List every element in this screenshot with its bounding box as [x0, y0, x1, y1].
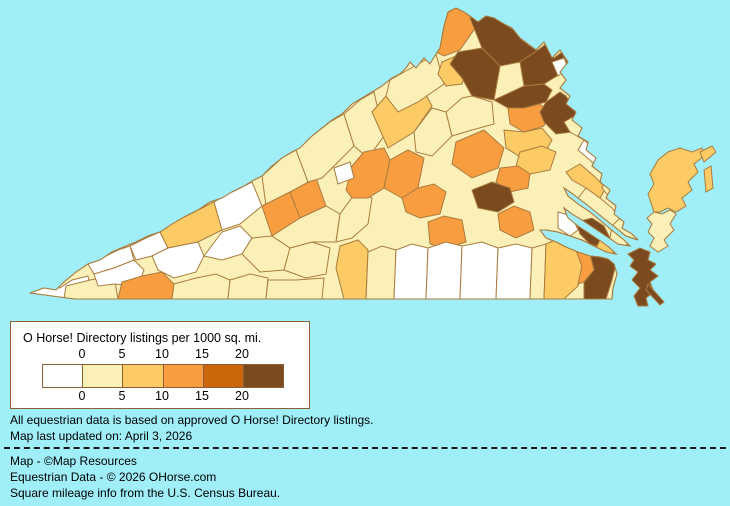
county-shape: [227, 273, 269, 299]
legend-tick-label: 20: [235, 389, 249, 403]
legend-ramp-cell: [203, 365, 244, 387]
legend-tick-label: 15: [195, 389, 209, 403]
county-shape: [459, 241, 499, 299]
county-shape: [427, 215, 467, 249]
legend-ticks-top: 0 5 10 15 20: [11, 347, 309, 361]
county-shape: [451, 129, 505, 179]
data-source-note: All equestrian data is based on approved…: [10, 413, 374, 427]
county-shape: [497, 205, 535, 239]
legend-tick-label: 20: [235, 347, 249, 361]
county-shape: [393, 243, 429, 299]
county-shape: [471, 181, 515, 213]
county-shape: [495, 165, 531, 193]
county-shape: [365, 245, 397, 299]
county-shape: [265, 277, 325, 299]
legend-tick-label: 0: [78, 389, 86, 403]
legend-ramp-cell: [123, 365, 164, 387]
legend-ramp-cell: [43, 365, 84, 387]
county-shape: [335, 191, 373, 243]
legend-ramp-cell: [243, 365, 284, 387]
county-shape: [529, 243, 547, 299]
virginia-beach-spit-shape: [645, 283, 665, 306]
legend-tick-label: 10: [155, 389, 169, 403]
legend-color-ramp: [42, 364, 284, 388]
last-updated-note: Map last updated on: April 3, 2026: [10, 429, 193, 443]
county-shape: [495, 243, 533, 299]
map-credit: Map - ©Map Resources: [10, 454, 137, 468]
census-credit: Square mileage info from the U.S. Census…: [10, 486, 281, 500]
coastline: [29, 7, 639, 300]
legend-tick-label: 0: [78, 347, 86, 361]
county-shape: [335, 239, 369, 299]
county-shape: [575, 217, 611, 249]
legend-title: O Horse! Directory listings per 1000 sq.…: [23, 331, 262, 345]
legend-ramp-cell: [83, 365, 124, 387]
legend-ticks-bottom: 0 5 10 15 20: [11, 389, 309, 403]
legend-ramp-cell: [163, 365, 204, 387]
legend-tick-label: 5: [118, 389, 126, 403]
county-shape: [333, 161, 355, 185]
county-shape: [151, 241, 205, 279]
northampton-shape: [646, 209, 677, 253]
county-shape: [445, 95, 495, 137]
data-credit: Equestrian Data - © 2026 OHorse.com: [10, 470, 217, 484]
barrier-island-2-shape: [703, 165, 714, 193]
dashed-separator: [4, 447, 726, 449]
county-shape: [401, 183, 447, 219]
accomack-shape: [647, 147, 705, 213]
legend-tick-label: 5: [118, 347, 126, 361]
county-shape: [271, 205, 341, 249]
county-shape: [449, 47, 501, 101]
legend-box: O Horse! Directory listings per 1000 sq.…: [10, 321, 310, 409]
barrier-island-1-shape: [699, 145, 717, 163]
county-shape: [425, 241, 463, 299]
county-shape: [565, 163, 607, 199]
legend-tick-label: 15: [195, 347, 209, 361]
legend-tick-label: 10: [155, 347, 169, 361]
